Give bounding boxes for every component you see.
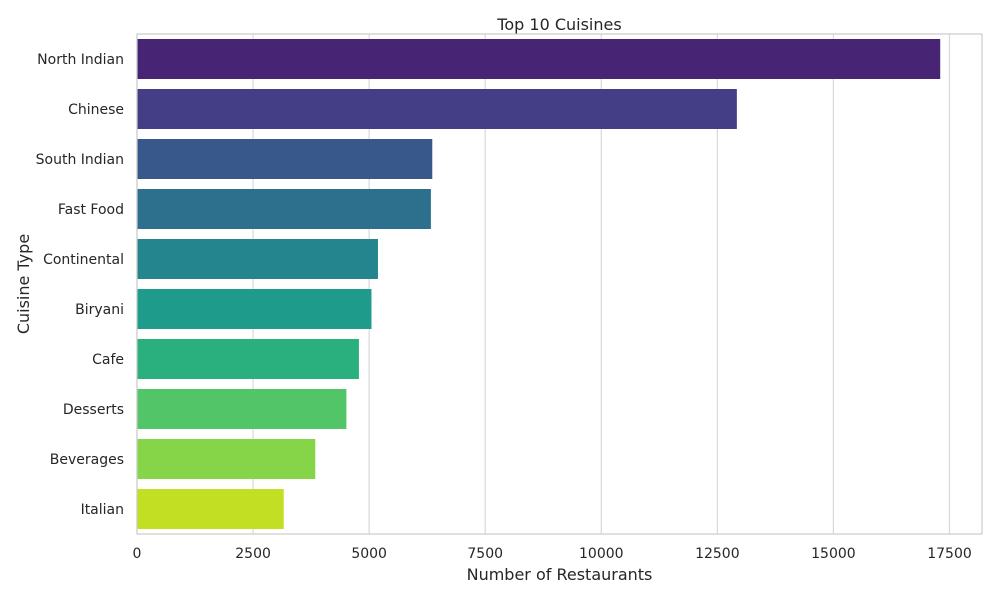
y-tick-label: South Indian	[36, 152, 124, 168]
x-tick-label: 17500	[927, 546, 972, 562]
x-tick-label: 7500	[467, 546, 503, 562]
y-tick-label: Beverages	[50, 452, 124, 468]
bar-cafe	[137, 339, 359, 379]
y-tick-label: Cafe	[92, 352, 124, 368]
x-axis-ticks: 0 2500 5000 7500 10000 12500 15000 17500	[133, 546, 972, 562]
bar-north-indian	[137, 39, 941, 79]
y-tick-label: Chinese	[68, 102, 124, 118]
y-tick-label: Italian	[81, 502, 124, 518]
chart-title: Top 10 Cuisines	[496, 15, 621, 34]
bar-desserts	[137, 389, 347, 429]
bar-south-indian	[137, 139, 433, 179]
y-tick-label: Continental	[43, 252, 124, 268]
x-tick-label: 12500	[695, 546, 740, 562]
bar-fast-food	[137, 189, 431, 229]
bar-continental	[137, 239, 378, 279]
x-tick-label: 2500	[235, 546, 271, 562]
y-tick-label: Biryani	[75, 302, 124, 318]
bar-beverages	[137, 439, 316, 479]
y-tick-label: Fast Food	[58, 202, 124, 218]
x-tick-label: 10000	[579, 546, 624, 562]
bars	[137, 39, 941, 529]
x-tick-label: 15000	[811, 546, 856, 562]
bar-italian	[137, 489, 284, 529]
plot-frame	[136, 33, 983, 535]
y-tick-label: North Indian	[37, 52, 124, 68]
bar-chinese	[137, 89, 737, 129]
y-axis-ticks: North Indian Chinese South Indian Fast Food…	[36, 52, 124, 518]
x-tick-label: 5000	[351, 546, 387, 562]
x-tick-label: 0	[133, 546, 142, 562]
y-tick-label: Desserts	[63, 402, 124, 418]
bar-biryani	[137, 289, 372, 329]
y-axis-label: Cuisine Type	[14, 234, 33, 334]
x-axis-label: Number of Restaurants	[467, 565, 653, 584]
